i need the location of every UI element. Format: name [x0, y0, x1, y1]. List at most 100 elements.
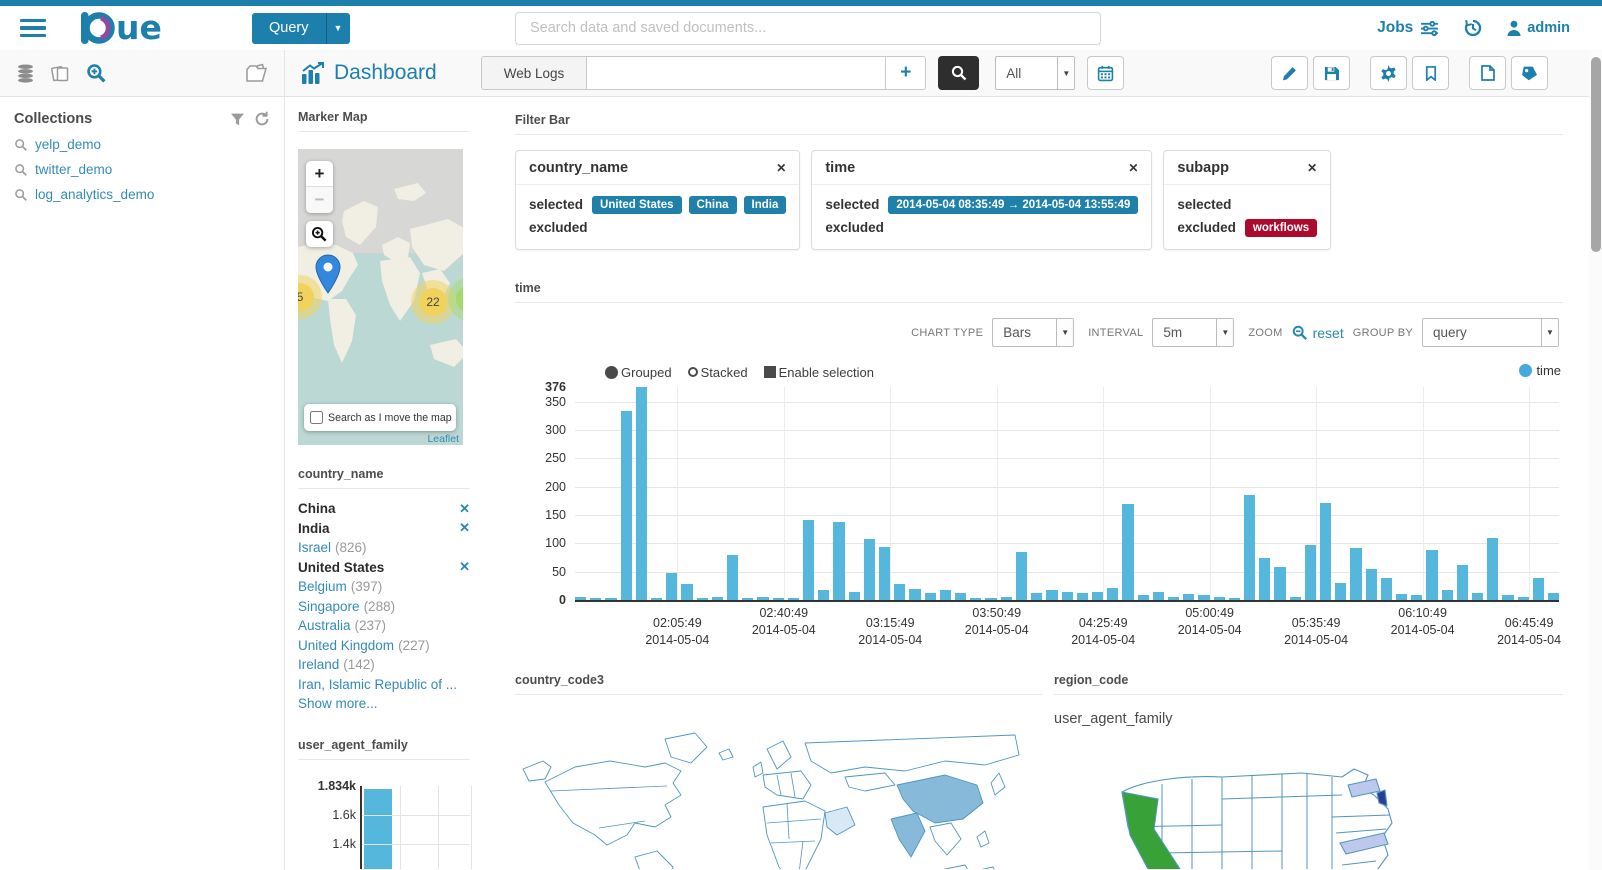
filter-pill[interactable]: workflows — [1244, 218, 1318, 237]
time-bar[interactable] — [1015, 551, 1028, 600]
time-bar[interactable] — [863, 539, 876, 600]
time-bar[interactable] — [1319, 502, 1332, 600]
time-bar[interactable] — [1335, 583, 1347, 600]
time-bar[interactable] — [1548, 593, 1560, 600]
edit-button[interactable] — [1271, 56, 1308, 90]
time-bar[interactable] — [1426, 550, 1438, 600]
time-bar[interactable] — [818, 589, 830, 600]
close-icon[interactable]: ✕ — [1128, 161, 1139, 175]
remove-facet-icon[interactable]: ✕ — [459, 520, 470, 536]
user-agent-bar[interactable] — [364, 788, 392, 869]
save-button[interactable] — [1313, 56, 1350, 90]
time-bar[interactable] — [1198, 595, 1210, 600]
facet-item[interactable]: Belgium (397) — [298, 577, 470, 597]
open-folder-icon[interactable] — [245, 63, 268, 83]
facet-value[interactable]: Belgium — [298, 579, 347, 595]
time-bar[interactable] — [1532, 578, 1544, 600]
time-bar[interactable] — [757, 597, 769, 600]
filter-funnel-icon[interactable] — [230, 112, 245, 127]
time-bar[interactable] — [620, 411, 632, 600]
facet-item[interactable]: Ireland (142) — [298, 655, 470, 675]
bookmark-button[interactable] — [1412, 56, 1449, 90]
time-bar[interactable] — [955, 593, 967, 600]
hamburger-menu-icon[interactable] — [20, 15, 46, 42]
time-bar[interactable] — [666, 572, 678, 600]
time-bar[interactable] — [1365, 568, 1377, 600]
interval-select[interactable]: 5m ▼ — [1152, 318, 1235, 347]
query-button-label[interactable]: Query — [252, 12, 326, 44]
facet-item[interactable]: United States ✕ — [298, 558, 470, 578]
filter-pill[interactable]: 2014-05-04 08:35:49 → 2014-05-04 13:55:4… — [888, 195, 1139, 214]
time-bar[interactable] — [939, 590, 952, 600]
history-icon[interactable] — [1463, 18, 1483, 38]
time-bar[interactable] — [711, 596, 724, 600]
filter-pill[interactable]: United States — [592, 195, 682, 214]
time-bar[interactable] — [696, 597, 708, 600]
add-filter-button[interactable]: + — [886, 56, 927, 90]
time-bar[interactable] — [924, 593, 936, 600]
map-pin-icon[interactable] — [313, 254, 343, 294]
global-search-input[interactable] — [515, 11, 1101, 45]
time-bar[interactable] — [1167, 597, 1180, 600]
zoom-reset-link[interactable]: reset — [1312, 324, 1344, 341]
time-bar[interactable] — [1441, 589, 1453, 600]
facet-value[interactable]: United States — [298, 559, 385, 575]
zoom-in-icon[interactable] — [86, 63, 107, 84]
time-bar[interactable] — [1395, 594, 1408, 600]
facet-value[interactable]: Australia — [298, 618, 351, 634]
facet-item[interactable]: Australia (237) — [298, 616, 470, 636]
zoom-out-icon[interactable] — [1292, 325, 1308, 341]
facet-value[interactable]: Singapore — [298, 598, 360, 614]
time-bar[interactable] — [1471, 593, 1484, 600]
facet-item[interactable]: United Kingdom (227) — [298, 636, 470, 656]
time-bar[interactable] — [635, 387, 648, 600]
time-bar[interactable] — [985, 597, 997, 600]
time-bar[interactable] — [590, 597, 602, 600]
map-cluster[interactable]: 22 — [411, 280, 455, 324]
facet-value[interactable]: Israel — [298, 540, 332, 556]
scrollbar-thumb[interactable] — [1590, 57, 1601, 252]
close-icon[interactable]: ✕ — [776, 161, 787, 175]
time-bar[interactable] — [681, 583, 693, 600]
time-bar[interactable] — [1304, 545, 1316, 600]
time-bar[interactable] — [1046, 590, 1058, 600]
time-bar[interactable] — [1289, 596, 1301, 600]
time-bar[interactable] — [1411, 595, 1423, 600]
chart-type-select[interactable]: Bars ▼ — [992, 318, 1075, 347]
dashboard-search-input[interactable] — [586, 56, 887, 90]
time-bar[interactable] — [787, 597, 800, 600]
facet-value[interactable]: Iran, Islamic Republic of ... — [298, 676, 458, 692]
time-bar[interactable] — [848, 591, 860, 600]
facet-value[interactable]: United Kingdom — [298, 637, 395, 653]
time-bar[interactable] — [909, 588, 921, 600]
map-magnifier-button[interactable] — [306, 221, 333, 247]
collection-item[interactable]: log_analytics_demo — [14, 187, 270, 202]
jobs-link[interactable]: Jobs — [1377, 19, 1439, 37]
query-split-button[interactable]: Query ▼ — [252, 12, 350, 44]
time-bar[interactable] — [1350, 547, 1362, 600]
facet-item[interactable]: China ✕ — [298, 499, 470, 519]
time-bar[interactable] — [1122, 503, 1134, 600]
time-bar[interactable] — [1107, 587, 1119, 600]
time-bar[interactable] — [1152, 592, 1164, 600]
time-bar[interactable] — [1076, 593, 1088, 600]
facet-item[interactable]: Iran, Islamic Republic of ... — [298, 675, 470, 695]
time-bar[interactable] — [1456, 564, 1468, 600]
hue-logo[interactable]: ue — [80, 10, 176, 46]
map-zoom-out-button[interactable]: − — [306, 187, 333, 213]
document-button[interactable] — [1469, 56, 1506, 90]
collection-item[interactable]: twitter_demo — [14, 162, 270, 177]
time-bar[interactable] — [1213, 597, 1225, 600]
time-bar[interactable] — [1031, 593, 1043, 600]
close-icon[interactable]: ✕ — [1307, 161, 1318, 175]
time-bar[interactable] — [651, 597, 663, 600]
grouped-radio[interactable]: Grouped — [605, 365, 672, 380]
index-name-label[interactable]: Web Logs — [480, 56, 587, 90]
time-bar[interactable] — [1061, 592, 1073, 600]
dashboard-search-button[interactable] — [938, 56, 980, 90]
time-bar[interactable] — [1380, 578, 1392, 600]
facet-value[interactable]: China — [298, 501, 336, 517]
time-bar[interactable] — [575, 596, 587, 600]
time-bar[interactable] — [605, 597, 617, 600]
tag-button[interactable] — [1511, 56, 1548, 90]
